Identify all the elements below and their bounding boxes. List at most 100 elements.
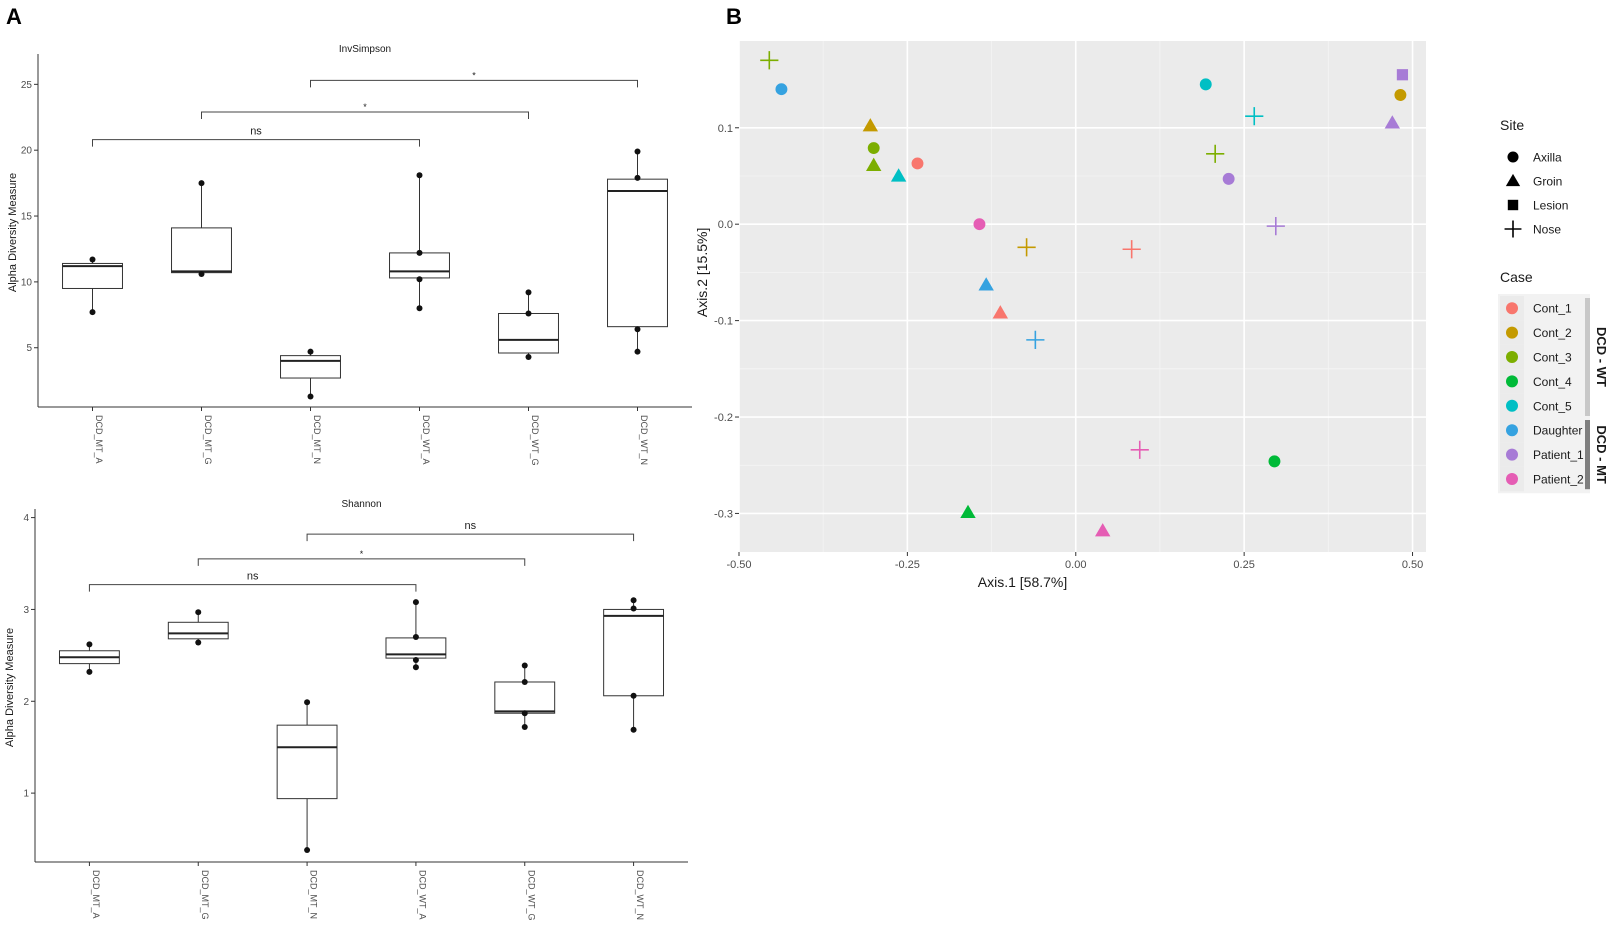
box-DCD_WT_A	[389, 172, 450, 312]
y-tick-label: -0.2	[714, 412, 733, 424]
bracket-line	[92, 139, 420, 147]
data-point-patient-2-triangle	[1095, 523, 1111, 537]
legend-case-label: Cont_5	[1533, 399, 1572, 413]
data-point	[304, 699, 311, 706]
legend-case-label: Patient_1	[1533, 448, 1584, 462]
legend-case-label: Cont_3	[1533, 351, 1572, 365]
pcoa-scatter-plot: -0.50 -0.25 0.00 0.25 0.50 -0.3 -0.2 -0.1 0.0 0.1…	[694, 41, 1609, 590]
box-iqr	[167, 621, 229, 640]
chart-title: Shannon	[341, 499, 381, 510]
data-point	[304, 847, 311, 854]
legend-color-dot	[1506, 473, 1518, 485]
y-axis-title: Axis.2 [15.5%]	[694, 228, 710, 318]
data-point	[86, 641, 93, 648]
legend-symbol-square	[1507, 199, 1519, 211]
y-tick-label: 3	[23, 605, 29, 616]
significance-label: ns	[250, 126, 262, 138]
box-DCD_MT_A	[58, 641, 120, 675]
panel-a-label: A	[6, 4, 22, 29]
legend-case-label: Cont_1	[1533, 302, 1572, 316]
significance-label: ns	[465, 520, 477, 532]
bracket-line	[306, 533, 635, 542]
box-DCD_MT_A	[62, 256, 123, 316]
x-tick-label: DCD_MT_N	[312, 415, 322, 464]
x-tick-label: 0.50	[1402, 559, 1423, 571]
data-point	[412, 656, 419, 663]
y-axis-title: Alpha Diversity Measure	[7, 173, 19, 292]
box-iqr	[498, 312, 559, 354]
y-tick-label: -0.3	[714, 508, 733, 520]
legend-color-dot	[1506, 399, 1518, 412]
legend-color-dot	[1506, 375, 1518, 388]
y-tick-label: -0.1	[714, 316, 733, 328]
x-tick-label: 0.25	[1233, 559, 1254, 571]
data-point-cont-4-circle	[1268, 455, 1281, 468]
data-point	[195, 639, 202, 646]
legend-group-label: DCD - MT	[1594, 425, 1609, 484]
significance-label: ns	[247, 571, 259, 583]
legend-site-title: Site	[1500, 117, 1524, 133]
x-tick-label: -0.50	[726, 559, 751, 571]
data-point	[634, 348, 641, 355]
significance-label: *	[360, 549, 364, 559]
data-point	[198, 180, 205, 187]
data-point	[416, 276, 423, 283]
data-point-daughter-circle	[775, 83, 788, 96]
box-iqr	[389, 252, 450, 279]
data-point	[521, 723, 528, 730]
x-tick-label: DCD_WT_N	[639, 415, 649, 465]
data-point	[525, 289, 532, 296]
data-point	[634, 174, 641, 181]
legend-case-label: Patient_2	[1533, 473, 1584, 487]
y-tick-label: 4	[23, 513, 29, 524]
significance-bracket: *	[310, 70, 638, 88]
data-point	[412, 664, 419, 671]
data-point	[521, 662, 528, 669]
significance-bracket: *	[197, 549, 526, 566]
data-point-patient-1-triangle	[1384, 115, 1401, 129]
plot-panel-background	[739, 41, 1426, 552]
legend-symbol-triangle	[1505, 173, 1521, 187]
data-point-patient-2-cross	[1130, 440, 1149, 459]
y-tick-label: 10	[21, 277, 33, 288]
data-point	[86, 668, 93, 675]
y-tick-label: 0.0	[718, 219, 733, 231]
data-point-cont-3-triangle	[866, 157, 882, 171]
y-tick-label: 2	[23, 697, 29, 708]
legend-group-label: DCD - WT	[1594, 327, 1609, 387]
data-point	[198, 270, 205, 277]
data-point	[416, 249, 423, 256]
x-tick-label: DCD_WT_G	[526, 870, 536, 921]
box-iqr	[494, 681, 556, 714]
x-tick-label: 0.00	[1065, 559, 1086, 571]
y-tick-label: 5	[26, 343, 32, 354]
box-iqr	[607, 178, 668, 328]
box-iqr	[276, 724, 338, 800]
bracket-line	[201, 111, 529, 119]
bracket-line	[88, 584, 417, 592]
box-DCD_MT_G	[167, 609, 229, 646]
data-point-cont-3-cross	[760, 51, 779, 70]
data-point-cont-5-triangle	[890, 168, 907, 182]
x-tick-label: DCD_MT_G	[200, 870, 210, 920]
data-point-cont-5-circle	[1199, 78, 1212, 91]
data-point	[630, 692, 637, 699]
x-tick-label: -0.25	[895, 559, 920, 571]
data-point	[630, 597, 637, 604]
data-point	[307, 348, 314, 355]
significance-bracket: ns	[306, 520, 635, 542]
box-DCD_WT_A	[385, 599, 447, 671]
data-point-daughter-cross	[1026, 330, 1045, 349]
panel-b-label: B	[726, 4, 742, 29]
x-axis-title: Axis.1 [58.7%]	[978, 574, 1068, 590]
data-point	[89, 256, 96, 263]
data-point	[521, 710, 528, 717]
x-tick-label: DCD_WT_N	[635, 870, 645, 920]
data-point	[195, 609, 202, 616]
data-point-cont-1-cross	[1122, 240, 1141, 259]
box-DCD_WT_N	[603, 597, 665, 733]
data-point	[307, 393, 314, 400]
data-point-cont-2-cross	[1017, 238, 1036, 257]
data-point-cont-3-circle	[867, 142, 880, 154]
legend-color-dot	[1506, 326, 1518, 339]
